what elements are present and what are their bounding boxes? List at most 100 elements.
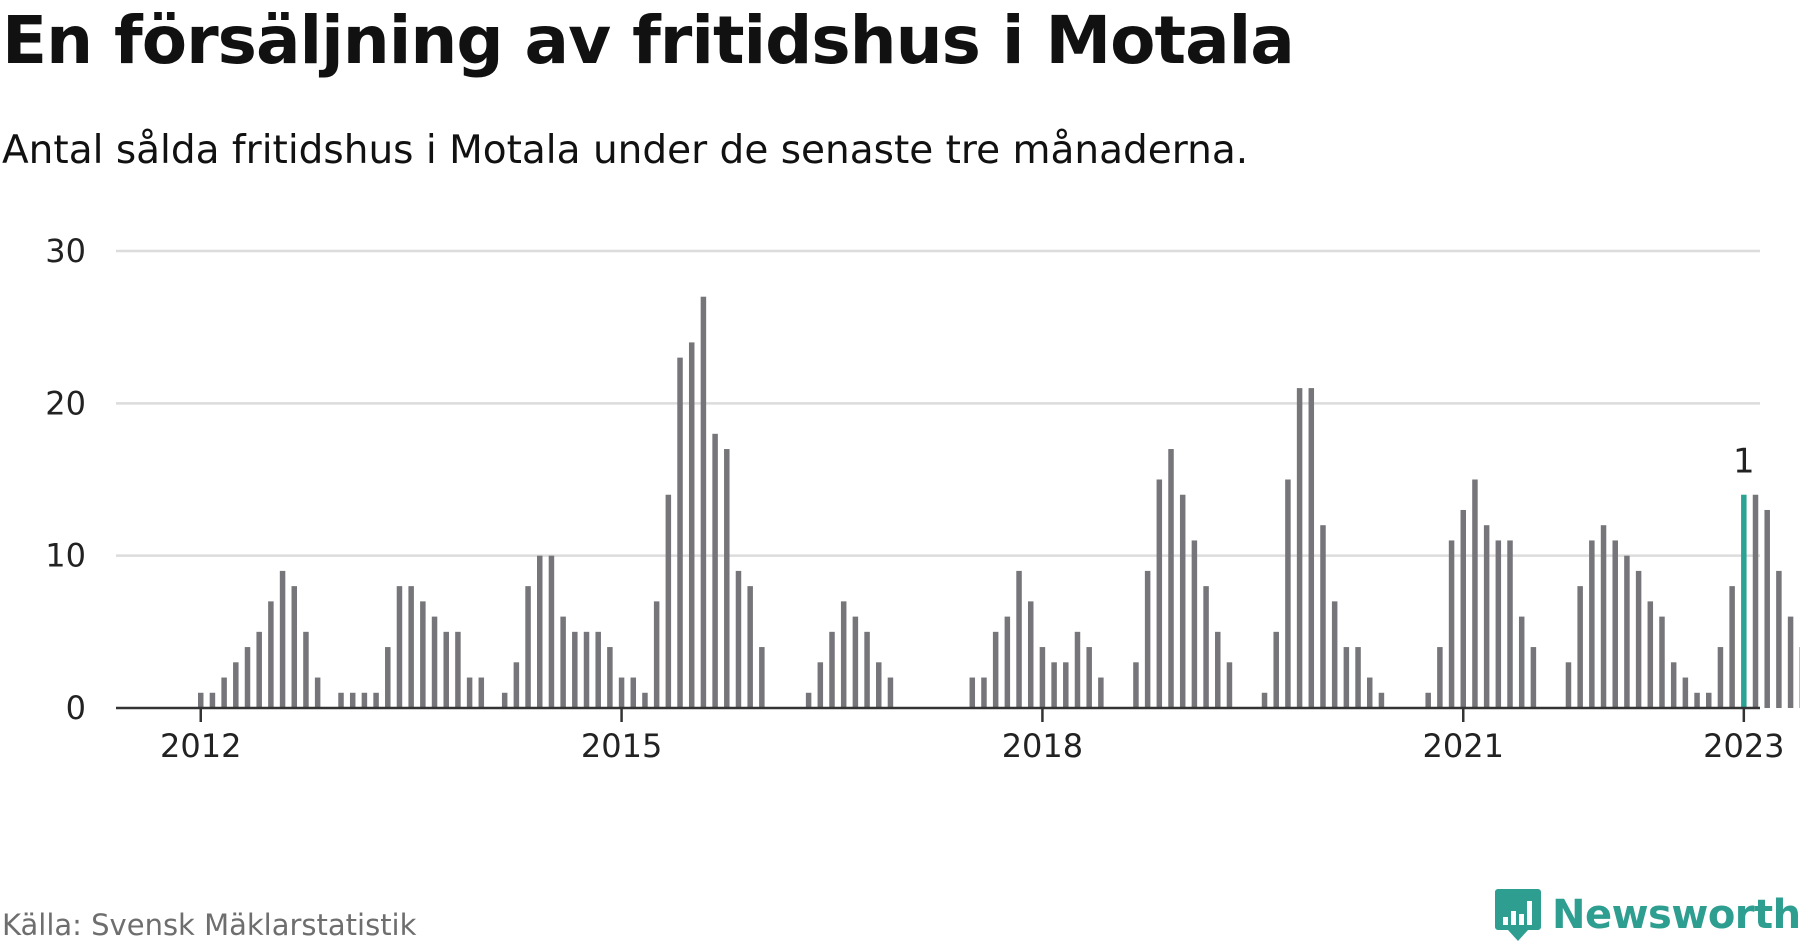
bar bbox=[981, 677, 987, 708]
y-axis-ticks: 0 10 20 30 bbox=[45, 232, 86, 727]
bar bbox=[501, 692, 508, 708]
bar bbox=[829, 631, 835, 708]
bar bbox=[1706, 692, 1712, 708]
bar bbox=[244, 647, 251, 708]
bar bbox=[817, 662, 824, 708]
bar bbox=[361, 692, 368, 708]
bar bbox=[1308, 388, 1315, 708]
bar bbox=[291, 586, 298, 708]
bar bbox=[478, 677, 485, 708]
bar bbox=[268, 601, 274, 708]
bar bbox=[1296, 388, 1303, 708]
bar bbox=[583, 631, 590, 708]
brand-name: Newsworthy bbox=[1552, 892, 1800, 938]
bar bbox=[1752, 494, 1759, 708]
bar bbox=[1168, 449, 1174, 708]
bar bbox=[747, 586, 753, 708]
bar bbox=[1787, 616, 1794, 708]
bar bbox=[209, 692, 216, 708]
bar bbox=[420, 601, 426, 708]
bar bbox=[408, 586, 414, 708]
bar bbox=[1261, 692, 1268, 708]
bar bbox=[1670, 662, 1677, 708]
x-tick-label: 2012 bbox=[160, 727, 241, 765]
bar bbox=[1437, 647, 1443, 708]
bar bbox=[724, 449, 730, 708]
bar bbox=[1226, 662, 1233, 708]
bar bbox=[572, 631, 578, 708]
bar bbox=[513, 662, 520, 708]
bar bbox=[840, 601, 847, 708]
bar bbox=[221, 677, 227, 708]
highlight-bar bbox=[1741, 494, 1747, 708]
bar bbox=[1624, 555, 1630, 708]
bar bbox=[1530, 647, 1537, 708]
bar bbox=[759, 647, 765, 708]
bar bbox=[1518, 616, 1525, 708]
brand-logo[interactable]: Newsworthy bbox=[1494, 886, 1800, 944]
bar bbox=[1589, 540, 1595, 708]
bar bbox=[1495, 540, 1502, 708]
bar bbox=[1320, 525, 1326, 708]
bar bbox=[1635, 570, 1642, 708]
bar bbox=[1764, 509, 1770, 708]
x-tick-label: 2021 bbox=[1423, 727, 1504, 765]
bar bbox=[1133, 662, 1139, 708]
bar bbox=[1694, 692, 1700, 708]
y-tick-label: 20 bbox=[45, 384, 86, 422]
bar bbox=[1483, 525, 1490, 708]
bar bbox=[805, 692, 812, 708]
bar bbox=[560, 616, 566, 708]
y-tick-label: 0 bbox=[66, 689, 86, 727]
bar bbox=[1285, 479, 1291, 708]
bar bbox=[735, 570, 742, 708]
bar bbox=[396, 586, 403, 708]
bar bbox=[1179, 494, 1186, 708]
bar bbox=[1098, 677, 1104, 708]
bars bbox=[197, 296, 1800, 708]
bar bbox=[338, 692, 344, 708]
bar bbox=[548, 555, 555, 708]
bar bbox=[1776, 570, 1782, 708]
bar bbox=[1191, 540, 1198, 708]
bar bbox=[688, 342, 695, 708]
bar bbox=[969, 677, 976, 708]
bar bbox=[1472, 479, 1478, 708]
x-tick-label: 2015 bbox=[581, 727, 662, 765]
bar bbox=[653, 601, 660, 708]
bar bbox=[1729, 586, 1735, 708]
bar bbox=[864, 631, 870, 708]
bar bbox=[1144, 570, 1151, 708]
bar bbox=[1343, 647, 1350, 708]
bar bbox=[1378, 692, 1385, 708]
bar bbox=[1659, 616, 1665, 708]
bar bbox=[385, 647, 391, 708]
bar bbox=[303, 631, 309, 708]
bar bbox=[1063, 662, 1069, 708]
bar bbox=[455, 631, 461, 708]
bar bbox=[1027, 601, 1034, 708]
bar bbox=[1074, 631, 1081, 708]
bar bbox=[1051, 662, 1057, 708]
chart-subtitle: Antal sålda fritidshus i Motala under de… bbox=[2, 128, 1249, 173]
bar bbox=[595, 631, 601, 708]
source-note: Källa: Svensk Mäklarstatistik bbox=[2, 908, 417, 942]
bar bbox=[349, 692, 356, 708]
bar bbox=[642, 692, 648, 708]
bar bbox=[1215, 631, 1221, 708]
bar bbox=[197, 692, 204, 708]
bar bbox=[525, 586, 531, 708]
bar bbox=[1682, 677, 1689, 708]
bar bbox=[1565, 662, 1572, 708]
bar bbox=[1448, 540, 1455, 708]
bar bbox=[1600, 525, 1607, 708]
x-tick-label: 2018 bbox=[1002, 727, 1083, 765]
bar bbox=[887, 677, 894, 708]
bar bbox=[1612, 540, 1618, 708]
bar bbox=[618, 677, 625, 708]
bar bbox=[1717, 647, 1724, 708]
chart-title: En försäljning av fritidshus i Motala bbox=[2, 2, 1295, 79]
bar bbox=[1086, 647, 1092, 708]
bar bbox=[1273, 631, 1279, 708]
data-labels: 1 bbox=[1733, 442, 1755, 482]
